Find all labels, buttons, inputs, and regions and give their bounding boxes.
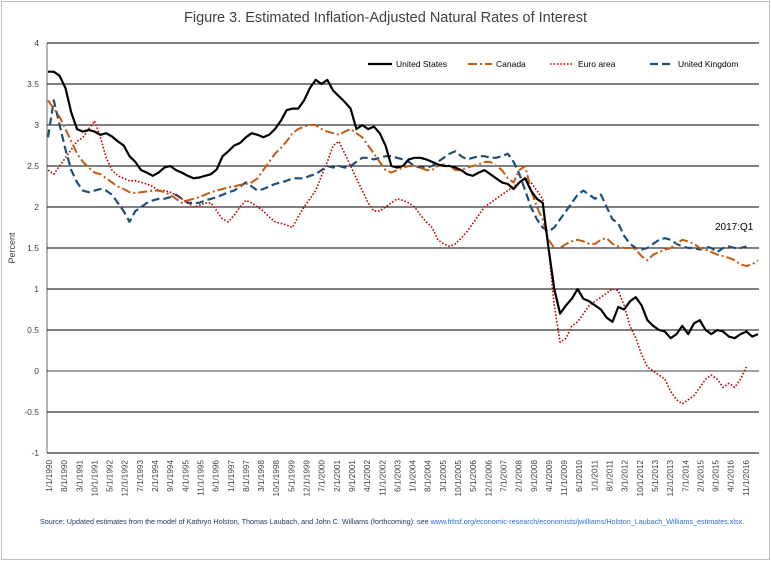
x-tick-label: 1/1/2004 bbox=[409, 460, 418, 492]
y-tick-label: 4 bbox=[34, 38, 39, 48]
y-tick-label: 0.5 bbox=[27, 325, 39, 335]
x-tick-label: 3/1/2005 bbox=[439, 460, 448, 492]
x-tick-label: 8/1/2004 bbox=[424, 460, 433, 492]
x-tick-label: 2/1/2001 bbox=[333, 460, 342, 492]
y-tick-label: 2.5 bbox=[27, 161, 39, 171]
x-tick-label: 11/1/1995 bbox=[196, 460, 205, 496]
x-tick-label: 11/1/2009 bbox=[560, 460, 569, 496]
legend-label: Euro area bbox=[578, 59, 616, 69]
y-axis-label: Percent bbox=[7, 232, 17, 264]
legend-label: United Kingdom bbox=[678, 59, 738, 69]
x-tick-label: 2/1/2015 bbox=[696, 460, 705, 492]
legend-label: Canada bbox=[496, 59, 526, 69]
legend-label: United States bbox=[396, 59, 447, 69]
source-note: Source: Updated estimates from the model… bbox=[40, 517, 744, 526]
x-tick-label: 10/1/2005 bbox=[454, 460, 463, 497]
x-tick-label: 3/1/2012 bbox=[621, 460, 630, 492]
x-tick-label: 9/1/2015 bbox=[712, 460, 721, 492]
series-line-united-states bbox=[48, 70, 759, 340]
x-tick-label: 7/1/2014 bbox=[681, 460, 690, 492]
x-tick-label: 2/1/2008 bbox=[515, 460, 524, 492]
x-tick-label: 7/1/2007 bbox=[499, 460, 508, 492]
x-tick-label: 12/1/2013 bbox=[666, 460, 675, 497]
source-link[interactable]: www.frbsf.org/economic-research/economis… bbox=[430, 517, 745, 526]
x-tick-label: 8/1/1997 bbox=[242, 460, 251, 492]
y-tick-label: 2 bbox=[34, 202, 39, 212]
series-line-canada bbox=[47, 99, 759, 267]
x-tick-label: 1/1/2011 bbox=[590, 460, 599, 492]
series-line-euro-area bbox=[47, 120, 748, 405]
x-tick-label: 9/1/2008 bbox=[530, 460, 539, 492]
x-tick-label: 8/1/1990 bbox=[60, 460, 69, 492]
y-tick-label: -1 bbox=[31, 448, 39, 458]
x-tick-label: 7/1/2000 bbox=[318, 460, 327, 492]
x-tick-label: 6/1/2010 bbox=[575, 460, 584, 492]
x-tick-label: 2/1/1994 bbox=[151, 460, 160, 492]
x-tick-label: 6/1/2003 bbox=[393, 460, 402, 492]
y-tick-label: 0 bbox=[34, 366, 39, 376]
x-tick-label: 10/1/1998 bbox=[272, 460, 281, 497]
y-tick-label: 3.5 bbox=[27, 79, 39, 89]
x-tick-label: 12/1/1992 bbox=[121, 460, 130, 497]
x-tick-label: 3/1/1998 bbox=[257, 460, 266, 492]
x-tick-label: 12/1/2006 bbox=[484, 460, 493, 497]
x-tick-label: 4/1/2009 bbox=[545, 460, 554, 492]
x-tick-label: 11/1/2016 bbox=[742, 460, 751, 496]
x-tick-label: 11/1/2002 bbox=[378, 460, 387, 496]
x-tick-label: 7/1/1993 bbox=[136, 460, 145, 492]
x-tick-label: 4/1/2016 bbox=[727, 460, 736, 492]
y-tick-label: -0.5 bbox=[24, 407, 39, 417]
x-tick-label: 1/1/1997 bbox=[227, 460, 236, 492]
series-line-united-kingdom bbox=[46, 99, 747, 254]
chart-title: Figure 3. Estimated Inflation-Adjusted N… bbox=[184, 10, 587, 26]
x-tick-label: 10/1/2012 bbox=[636, 460, 645, 497]
x-tick-label: 6/1/1996 bbox=[212, 460, 221, 492]
x-tick-label: 10/1/1991 bbox=[90, 460, 99, 497]
x-tick-label: 5/1/1992 bbox=[106, 460, 115, 492]
x-tick-label: 3/1/1991 bbox=[75, 460, 84, 492]
y-tick-label: 1 bbox=[34, 284, 39, 294]
x-tick-label: 4/1/2002 bbox=[363, 460, 372, 492]
x-tick-label: 9/1/1994 bbox=[166, 460, 175, 492]
x-tick-label: 1/1/1990 bbox=[45, 460, 54, 492]
annotation-label: 2017:Q1 bbox=[715, 222, 754, 233]
x-tick-label: 5/1/2013 bbox=[651, 460, 660, 492]
x-tick-label: 8/1/2011 bbox=[606, 460, 615, 492]
y-tick-label: 3 bbox=[34, 120, 39, 130]
x-tick-label: 5/1/1999 bbox=[287, 460, 296, 492]
x-tick-label: 12/1/1999 bbox=[303, 460, 312, 497]
source-text: Source: Updated estimates from the model… bbox=[40, 517, 431, 526]
x-tick-label: 5/1/2006 bbox=[469, 460, 478, 492]
y-tick-label: 1.5 bbox=[27, 243, 39, 253]
x-tick-label: 4/1/1995 bbox=[181, 460, 190, 492]
x-tick-label: 9/1/2001 bbox=[348, 460, 357, 492]
